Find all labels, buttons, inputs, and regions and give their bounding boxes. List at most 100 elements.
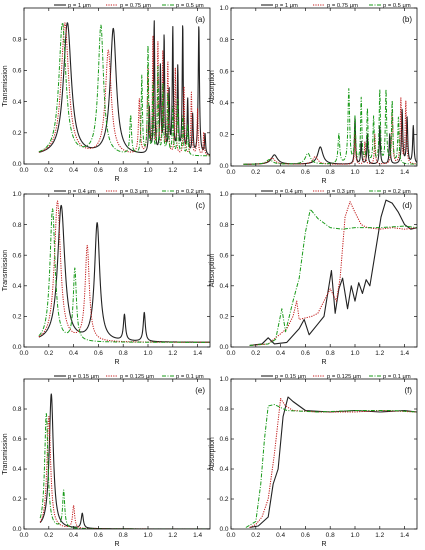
panel-e-ytick-label: 0.6	[12, 436, 21, 443]
panel-b-xtick-label: 0.4	[276, 169, 285, 176]
panel-f-ytick-label: 0.6	[219, 436, 228, 443]
panel-e-panel-label: (e)	[195, 386, 205, 395]
panel-c-xtick-label: 1.4	[193, 350, 202, 357]
panel-f-xtick-label: 0.4	[276, 532, 285, 539]
panel-c-xtick-label: 0.8	[119, 350, 128, 357]
panel-e-xtick-label: 0.8	[119, 532, 128, 539]
panel-c-ytick-label: 1.0	[12, 191, 21, 198]
panel-a-legend-label-3: p = 0.5 μm	[176, 3, 204, 9]
panel-f-ytick-label: 0.4	[219, 466, 228, 473]
panel-b-xtick-label: 0.8	[326, 169, 335, 176]
panel-e-frame	[23, 378, 211, 530]
panel-c-ytick-label: 0.8	[12, 222, 21, 229]
panel-b-legend-label-2: p = 0.75 μm	[327, 3, 358, 9]
panel-a-xtick-label: 0.8	[119, 167, 128, 174]
panel-d-legend: p = 0.4 μm p = 0.3 μm p = 0.2 μm	[261, 189, 411, 195]
panel-d-ytick-label: 0.4	[219, 283, 228, 290]
panel-d: 0.0 0.2 0.4 0.6 0.8 1.0 1.2 1.4 0.0 0.2 0.4 0.6 0.8 1…	[209, 189, 418, 366]
panel-e-xtick-label: 1.2	[168, 532, 177, 539]
panel-b-xtick-label: 0.6	[301, 169, 310, 176]
panel-a-series-line-3	[38, 22, 210, 157]
panel-a-ytick-label: 0.2	[12, 130, 21, 137]
panel-e-series-line-2	[39, 416, 210, 529]
panel-a-ylabel: Transmission	[2, 65, 9, 106]
panel-b-xlabel: R	[321, 178, 326, 185]
panel-e-xtick-label: 0.2	[44, 532, 53, 539]
panel-c-series-line-1	[38, 204, 210, 343]
panel-f-ytick-label: 1.0	[219, 376, 228, 383]
panel-e-ylabel: Transmission	[2, 433, 9, 474]
panel-d-series	[249, 199, 417, 347]
panel-f-series	[245, 396, 417, 529]
panel-f-ytick-label: 0.0	[219, 526, 228, 533]
panel-a-ytick-label: 0.0	[12, 161, 21, 168]
panel-f-series-line-3	[245, 404, 417, 528]
panel-e-ytick-label: 0.0	[12, 526, 21, 533]
panel-a-xlabel: R	[114, 176, 119, 183]
panel-c-series	[38, 200, 210, 343]
panel-d-series-line-3	[249, 208, 417, 346]
panel-a-xtick-label: 0.0	[19, 167, 28, 174]
panel-f-ytick-label: 0.2	[219, 496, 228, 503]
panel-e-ytick-label: 0.4	[12, 466, 21, 473]
panel-c-legend-label-1: p = 0.4 μm	[68, 189, 96, 195]
panel-b-ytick-label: 0.6	[219, 68, 228, 75]
panel-d-ytick-label: 0.6	[219, 252, 228, 259]
panel-f: 0.0 0.2 0.4 0.6 0.8 1.0 1.2 1.4 0.0 0.2 0.4 0.6 0.8 1…	[209, 374, 418, 548]
panel-f-ytick-label: 0.8	[219, 406, 228, 413]
panel-c-panel-label: (c)	[196, 201, 206, 210]
panel-a-series-line-2	[38, 22, 210, 156]
panel-b-series	[243, 88, 417, 165]
panel-a-series-line-1	[38, 20, 210, 156]
panel-e-xtick-label: 1.4	[193, 532, 202, 539]
panel-d-ytick-label: 1.0	[219, 191, 228, 198]
panel-c-legend-label-2: p = 0.3 μm	[120, 189, 148, 195]
panel-c-series-line-2	[38, 200, 210, 343]
panel-f-frame	[230, 378, 418, 530]
panel-f-legend: p = 0.15 μm p = 0.125 μm p = 0.1 μm	[261, 374, 411, 380]
panel-b-frame	[230, 7, 418, 167]
panel-c-xtick-label: 0.0	[19, 350, 28, 357]
panel-d-series-line-2	[249, 201, 417, 346]
panel-b-xtick-label: 0.0	[226, 169, 235, 176]
panel-e-series	[39, 393, 210, 529]
panel-a-legend: p = 1 μm p = 0.75 μm p = 0.5 μm	[54, 3, 204, 9]
panel-c-xtick-label: 1.0	[143, 350, 152, 357]
panel-e-xtick-label: 0.6	[94, 532, 103, 539]
panel-e-legend-label-1: p = 0.15 μm	[68, 374, 99, 380]
panel-d-xtick-label: 0.8	[326, 350, 335, 357]
panel-d-ytick-label: 0.2	[219, 314, 228, 321]
panel-b-series-line-1	[243, 108, 417, 165]
panel-e-series-line-1	[39, 393, 210, 529]
panel-a-ytick-label: 0.8	[12, 36, 21, 43]
panel-c-legend-label-3: p = 0.2 μm	[176, 189, 204, 195]
panel-a-xtick-label: 0.2	[44, 167, 53, 174]
panel-f-panel-label: (f)	[404, 386, 412, 395]
panel-b-ytick-label: 0.4	[219, 100, 228, 107]
panel-f-xtick-label: 1.4	[400, 532, 409, 539]
panel-c-ylabel: Transmission	[2, 250, 9, 291]
panel-d-series-line-1	[249, 199, 417, 347]
panel-a-xtick-label: 1.0	[143, 167, 152, 174]
panel-e-series-line-3	[39, 413, 210, 529]
panel-d-ylabel: Absorption	[209, 254, 216, 288]
panel-a-panel-label: (a)	[195, 15, 205, 24]
panel-d-xtick-label: 0.6	[301, 350, 310, 357]
panel-c: 0.0 0.2 0.4 0.6 0.8 1.0 1.2 1.4 0.0 0.2 0.4 0.6 0.8 1…	[2, 189, 211, 366]
panel-a-xtick-label: 0.6	[94, 167, 103, 174]
panel-e-legend-label-2: p = 0.125 μm	[120, 374, 154, 380]
panel-d-xtick-label: 0.0	[226, 350, 235, 357]
panel-b-ytick-label: 0.0	[219, 163, 228, 170]
panel-e-xlabel: R	[114, 541, 119, 548]
panel-b-legend-label-3: p = 0.5 μm	[383, 3, 411, 9]
panel-d-xtick-label: 1.2	[375, 350, 384, 357]
panel-b-ytick-label: 1.0	[219, 5, 228, 12]
panel-e-ytick-label: 0.8	[12, 406, 21, 413]
panel-d-legend-label-1: p = 0.4 μm	[275, 189, 303, 195]
panel-c-series-line-3	[38, 208, 210, 343]
panel-e-legend-label-3: p = 0.1 μm	[176, 374, 204, 380]
panel-c-xtick-label: 0.6	[94, 350, 103, 357]
panel-f-xtick-label: 0.0	[226, 532, 235, 539]
panel-f-legend-label-2: p = 0.125 μm	[327, 374, 361, 380]
